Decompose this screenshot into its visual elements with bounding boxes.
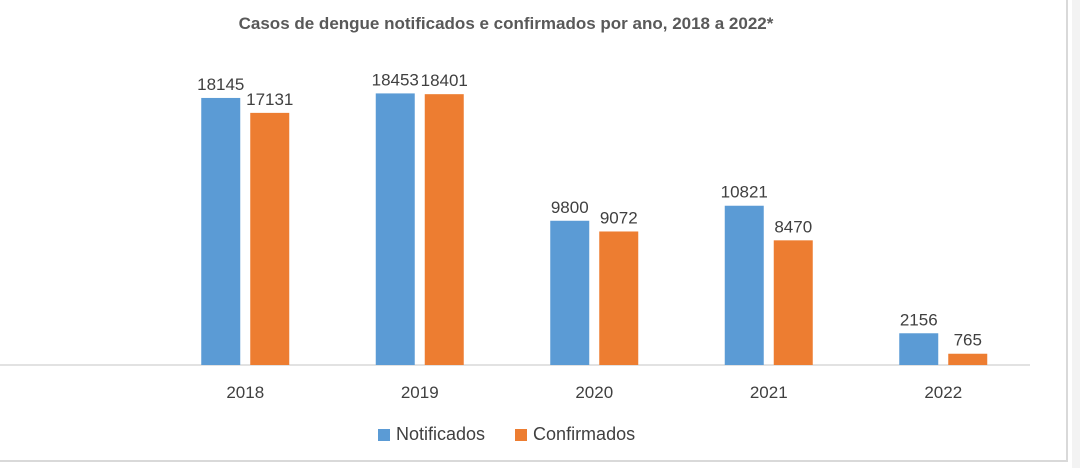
x-tick-label-2021: 2021: [750, 383, 788, 402]
chart-frame: [0, 0, 1068, 462]
bar-confirmados-2020: [599, 231, 639, 365]
data-label-confirmados-2018: 17131: [246, 90, 293, 109]
data-label-notificados-2018: 18145: [197, 75, 244, 94]
bar-notificados-2019: [375, 93, 415, 365]
data-label-confirmados-2019: 18401: [421, 71, 468, 90]
x-tick-label-2018: 2018: [226, 383, 264, 402]
data-label-notificados-2019: 18453: [372, 70, 419, 89]
x-tick-label-2020: 2020: [575, 383, 613, 402]
chart-title: Casos de dengue notificados e confirmado…: [238, 14, 774, 33]
legend-item-confirmados: Confirmados: [515, 424, 635, 445]
legend-swatch-notificados: [378, 428, 390, 441]
data-label-confirmados-2021: 8470: [774, 217, 812, 236]
legend-swatch-confirmados: [515, 428, 528, 441]
bar-notificados-2022: [899, 333, 939, 365]
page-edge: [1072, 0, 1080, 468]
legend-label-notificados: Notificados: [396, 424, 486, 444]
chart-legend: Notificados Confirmados: [378, 424, 665, 445]
x-tick-label-2022: 2022: [924, 383, 962, 402]
data-label-notificados-2022: 2156: [900, 310, 938, 329]
bar-confirmados-2018: [250, 112, 290, 365]
bar-notificados-2021: [724, 205, 764, 365]
data-label-notificados-2021: 10821: [721, 183, 768, 202]
legend-item-notificados: Notificados: [378, 424, 485, 445]
bar-notificados-2018: [201, 97, 241, 366]
bar-confirmados-2022: [948, 353, 988, 365]
legend-label-confirmados: Confirmados: [533, 424, 636, 444]
data-label-notificados-2020: 9800: [551, 198, 589, 217]
bar-confirmados-2019: [424, 94, 464, 366]
x-tick-label-2019: 2019: [401, 383, 439, 402]
data-label-confirmados-2020: 9072: [600, 208, 638, 227]
bar-notificados-2020: [550, 220, 590, 365]
bar-confirmados-2021: [773, 240, 813, 365]
data-label-confirmados-2022: 765: [954, 331, 982, 350]
